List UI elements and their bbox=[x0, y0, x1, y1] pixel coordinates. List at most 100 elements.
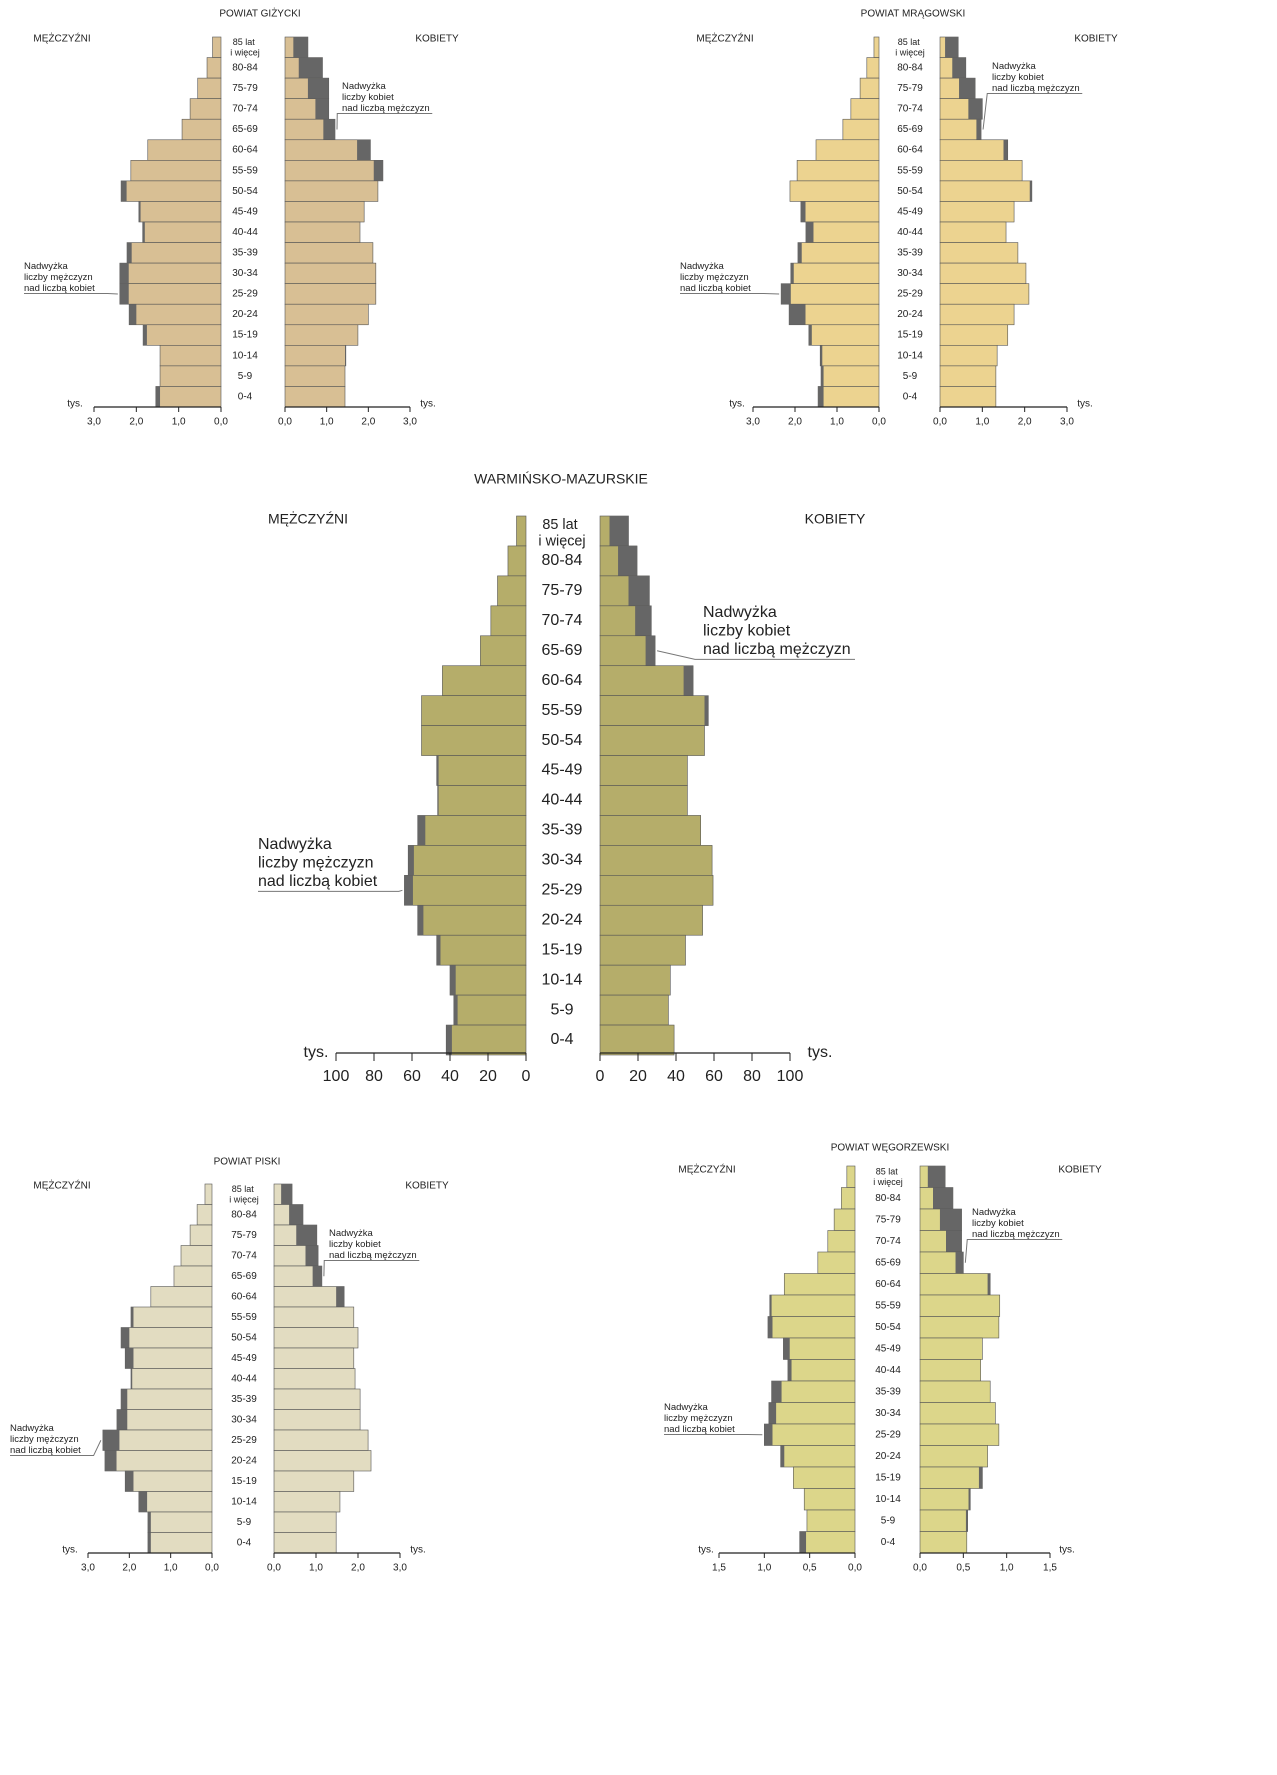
age-label: 80-84 bbox=[897, 62, 923, 73]
age-label: 85 lat i więcej bbox=[230, 38, 260, 58]
bar-women bbox=[599, 994, 669, 1026]
excess-women bbox=[293, 37, 308, 58]
age-label: 85 lat i więcej bbox=[538, 517, 585, 550]
bar-women bbox=[284, 365, 346, 387]
bar-men bbox=[789, 180, 880, 202]
excess-women bbox=[965, 1510, 968, 1532]
leader-line bbox=[656, 650, 855, 660]
annotation: Nadwyżka liczby kobiet nad liczbą mężczy… bbox=[329, 1228, 417, 1261]
excess-men bbox=[121, 180, 127, 202]
bar-men bbox=[130, 1368, 213, 1390]
age-label: 40-44 bbox=[231, 1373, 257, 1384]
bar-women bbox=[284, 221, 361, 243]
bar-men bbox=[142, 221, 222, 243]
bar-women bbox=[273, 1429, 369, 1451]
excess-men bbox=[119, 283, 129, 305]
x-tick-label: 1,0 bbox=[757, 1563, 771, 1574]
excess-women bbox=[336, 1286, 345, 1307]
excess-men bbox=[408, 845, 414, 876]
age-label: 5-9 bbox=[903, 371, 918, 382]
bar-men bbox=[859, 77, 880, 99]
x-tick-label: 100 bbox=[323, 1068, 350, 1085]
x-tick-label: 3,0 bbox=[87, 417, 101, 428]
age-label: 0-4 bbox=[237, 1537, 252, 1548]
bar-men bbox=[204, 1183, 213, 1205]
age-label: 5-9 bbox=[881, 1515, 896, 1526]
bar-men bbox=[799, 1531, 856, 1554]
x-tick-label: 0,5 bbox=[803, 1563, 817, 1574]
bar-men bbox=[771, 1380, 856, 1403]
leader-line bbox=[258, 889, 403, 892]
age-label: 10-14 bbox=[897, 350, 923, 361]
age-label: 25-29 bbox=[897, 289, 923, 300]
bar-men bbox=[130, 160, 222, 182]
excess-men bbox=[119, 263, 129, 284]
age-label: 40-44 bbox=[542, 792, 583, 809]
age-label: 0-4 bbox=[238, 391, 253, 402]
bar-men bbox=[866, 57, 880, 79]
excess-men bbox=[142, 222, 145, 243]
age-label: 0-4 bbox=[550, 1031, 573, 1048]
excess-women bbox=[946, 1230, 962, 1252]
bar-men bbox=[805, 221, 880, 243]
bar-men bbox=[159, 365, 222, 387]
age-label: 50-54 bbox=[875, 1322, 901, 1333]
excess-men bbox=[800, 201, 806, 222]
excess-men bbox=[767, 1316, 773, 1338]
age-label: 35-39 bbox=[232, 247, 258, 258]
age-label: 40-44 bbox=[897, 227, 923, 238]
x-tick-label: 3,0 bbox=[1060, 417, 1074, 428]
bar-men bbox=[150, 1286, 213, 1308]
age-label: 25-29 bbox=[875, 1429, 901, 1440]
x-tick-label: 0,0 bbox=[205, 1563, 219, 1574]
x-tick-label: 0,0 bbox=[872, 417, 886, 428]
age-label: 20-24 bbox=[875, 1451, 901, 1462]
x-tick-label: 1,0 bbox=[1000, 1563, 1014, 1574]
bar-men bbox=[449, 964, 527, 996]
excess-women bbox=[987, 1273, 991, 1295]
bar-women bbox=[273, 1368, 356, 1390]
bar-women bbox=[599, 815, 701, 846]
bar-men bbox=[436, 934, 527, 966]
bar-men bbox=[119, 283, 222, 305]
axis-unit: tys. bbox=[698, 1545, 714, 1556]
bar-women bbox=[599, 845, 713, 876]
bar-women bbox=[284, 386, 346, 408]
bar-women bbox=[919, 1488, 971, 1511]
bar-women bbox=[919, 1531, 968, 1554]
bar-women bbox=[599, 875, 714, 906]
annotation: Nadwyżka liczby mężczyzn nad liczbą kobi… bbox=[258, 836, 378, 890]
age-label: 35-39 bbox=[875, 1386, 901, 1397]
excess-women bbox=[1029, 180, 1032, 202]
bar-women bbox=[273, 1327, 359, 1349]
bar-men bbox=[790, 262, 880, 284]
excess-men bbox=[138, 1491, 148, 1512]
x-tick-label: 3,0 bbox=[393, 1563, 407, 1574]
bar-men bbox=[850, 98, 880, 120]
bar-men bbox=[147, 139, 222, 161]
axis-unit: tys. bbox=[808, 1044, 833, 1061]
bar-women bbox=[599, 725, 705, 756]
bar-women bbox=[599, 964, 671, 996]
excess-men bbox=[121, 1389, 128, 1410]
x-tick-label: 60 bbox=[705, 1068, 723, 1085]
age-label: 15-19 bbox=[897, 330, 923, 341]
bar-men bbox=[189, 98, 222, 120]
bar-men bbox=[196, 1204, 213, 1226]
age-label: 80-84 bbox=[232, 62, 258, 73]
bar-women bbox=[273, 1388, 361, 1410]
bar-women bbox=[939, 160, 1023, 182]
legend-men: MĘŻCZYŹNI bbox=[696, 32, 753, 45]
bar-women bbox=[919, 1445, 988, 1468]
excess-men bbox=[771, 1381, 782, 1403]
bar-men bbox=[800, 201, 880, 223]
age-label: 30-34 bbox=[875, 1408, 901, 1419]
annotation: Nadwyżka liczby kobiet nad liczbą mężczy… bbox=[972, 1207, 1060, 1240]
legend-women: KOBIETY bbox=[415, 34, 459, 45]
age-label: 65-69 bbox=[231, 1271, 257, 1282]
excess-men bbox=[821, 365, 824, 387]
bar-men bbox=[407, 845, 527, 876]
excess-women bbox=[927, 1166, 946, 1188]
bar-women bbox=[919, 1423, 1000, 1446]
x-tick-label: 0,0 bbox=[214, 417, 228, 428]
